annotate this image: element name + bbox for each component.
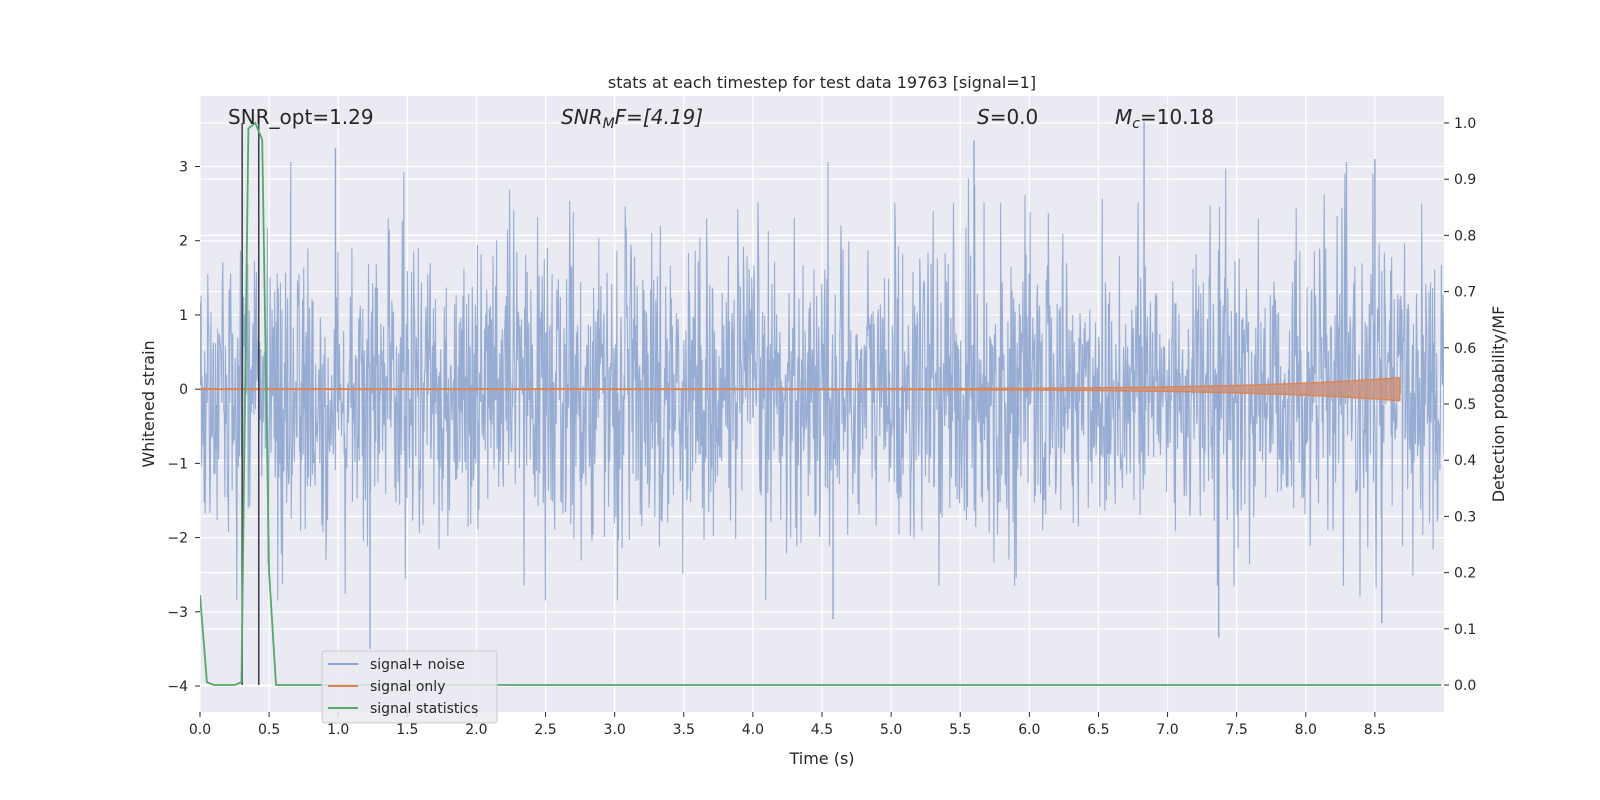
right-y-tick-label: 1.0 bbox=[1454, 116, 1476, 132]
y-tick-label: 3 bbox=[179, 160, 188, 176]
snr-mf-main: SNR bbox=[561, 105, 603, 129]
y-tick-label: −2 bbox=[167, 531, 188, 547]
annotation-s: S=0.0 bbox=[977, 105, 1038, 129]
x-tick-label: 8.5 bbox=[1364, 722, 1386, 738]
mc-main: M bbox=[1115, 105, 1132, 129]
right-y-tick-label: 0.4 bbox=[1454, 453, 1476, 469]
y-tick-label: −4 bbox=[167, 679, 188, 695]
legend: signal+ noise signal only signal statist… bbox=[321, 650, 498, 724]
right-y-tick-label: 0.8 bbox=[1454, 228, 1476, 244]
chart-title: stats at each timestep for test data 197… bbox=[608, 73, 1036, 92]
series-signal-noise bbox=[200, 162, 1444, 601]
right-y-tick-label: 0.6 bbox=[1454, 341, 1476, 357]
x-tick-label: 0.5 bbox=[258, 722, 280, 738]
x-tick-label: 2.0 bbox=[465, 722, 487, 738]
right-y-axis-ticks: 0.0 0.1 0.2 0.3 0.4 0.5 0.6 0.7 0.8 0.9 1.0 bbox=[1444, 116, 1476, 694]
x-tick-label: 4.5 bbox=[811, 722, 833, 738]
x-axis-ticks: 0.0 0.5 1.0 1.5 2.0 2.5 3.0 3.5 4.0 4.5 5.0 5.5 6.0 6… bbox=[189, 712, 1386, 738]
y-tick-label: 0 bbox=[179, 382, 188, 398]
s-val: =0.0 bbox=[990, 105, 1039, 129]
right-y-tick-label: 0.2 bbox=[1454, 566, 1476, 582]
series-signal-statistics bbox=[200, 121, 1442, 686]
noise-peaks bbox=[334, 121, 1383, 649]
mc-sub: c bbox=[1132, 116, 1140, 132]
x-tick-label: 5.0 bbox=[880, 722, 902, 738]
legend-label-signal-only: signal only bbox=[370, 679, 445, 695]
right-y-axis-label: Detection probability/MF bbox=[1489, 306, 1508, 503]
y-tick-label: 2 bbox=[179, 234, 188, 250]
snr-mf-sub: M bbox=[603, 116, 615, 132]
x-tick-label: 7.5 bbox=[1226, 722, 1248, 738]
annotation-mc: Mc=10.18 bbox=[1115, 105, 1214, 132]
y-tick-label: −3 bbox=[167, 605, 188, 621]
legend-box bbox=[321, 650, 498, 724]
x-tick-label: 7.0 bbox=[1156, 722, 1178, 738]
x-tick-label: 3.0 bbox=[604, 722, 626, 738]
y-tick-label: −1 bbox=[167, 456, 188, 472]
right-y-tick-label: 0.1 bbox=[1454, 622, 1476, 638]
x-tick-label: 0.0 bbox=[189, 722, 211, 738]
snr-mf-tail: F=[4.19] bbox=[615, 105, 703, 129]
annotation-snr-mf: SNRMF=[4.19] bbox=[561, 105, 703, 132]
x-tick-label: 8.0 bbox=[1295, 722, 1317, 738]
s-var: S bbox=[977, 105, 990, 129]
y-axis-ticks: −4 −3 −2 −1 0 1 2 3 bbox=[167, 160, 200, 695]
right-y-tick-label: 0.3 bbox=[1454, 509, 1476, 525]
legend-label-signal-noise: signal+ noise bbox=[370, 657, 465, 673]
x-tick-label: 1.0 bbox=[327, 722, 349, 738]
y-tick-label: 1 bbox=[179, 308, 188, 324]
x-tick-label: 6.5 bbox=[1087, 722, 1109, 738]
x-tick-label: 5.5 bbox=[949, 722, 971, 738]
x-axis-label: Time (s) bbox=[788, 749, 854, 768]
series-signal-only bbox=[200, 376, 1401, 402]
right-y-tick-label: 0.5 bbox=[1454, 397, 1476, 413]
annotation-snr-opt: SNR_opt=1.29 bbox=[228, 105, 374, 129]
x-tick-label: 4.0 bbox=[742, 722, 764, 738]
right-y-tick-label: 0.0 bbox=[1454, 678, 1476, 694]
legend-label-signal-statistics: signal statistics bbox=[370, 701, 478, 717]
x-tick-label: 1.5 bbox=[396, 722, 418, 738]
x-tick-label: 3.5 bbox=[673, 722, 695, 738]
right-y-tick-label: 0.9 bbox=[1454, 172, 1476, 188]
x-tick-label: 6.0 bbox=[1018, 722, 1040, 738]
right-y-tick-label: 0.7 bbox=[1454, 285, 1476, 301]
x-tick-label: 2.5 bbox=[534, 722, 556, 738]
y-axis-label: Whitened strain bbox=[139, 340, 158, 467]
mc-val: =10.18 bbox=[1140, 105, 1214, 129]
